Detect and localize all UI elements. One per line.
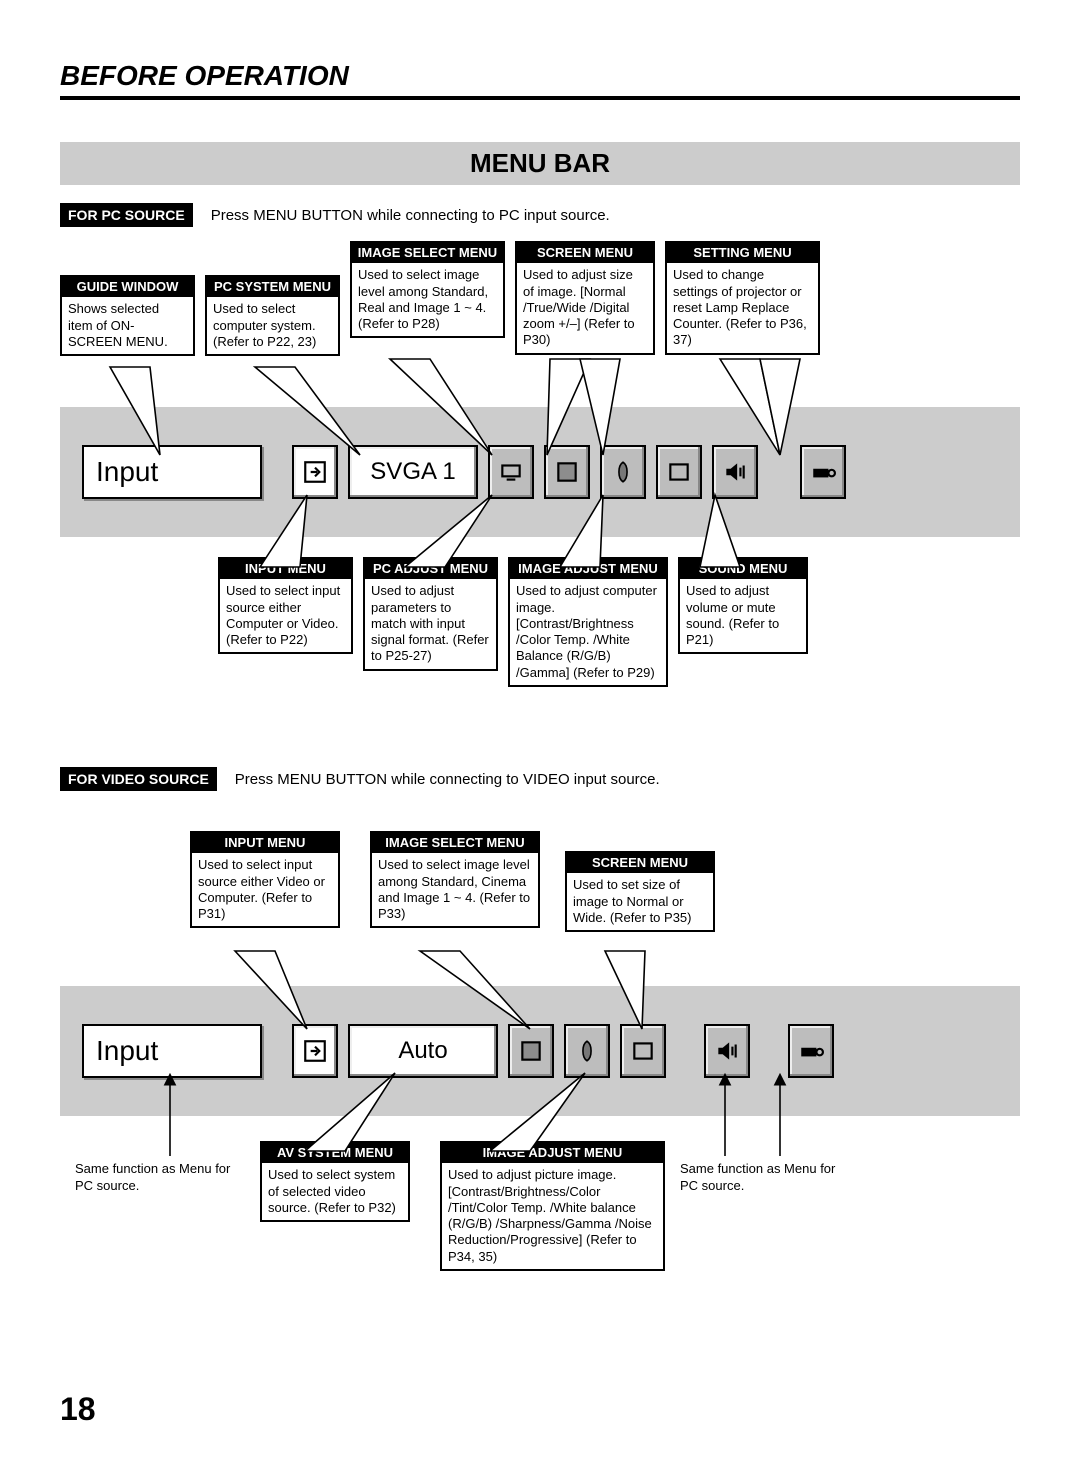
- setting-icon: [800, 445, 846, 499]
- callout-title: IMAGE ADJUST MENU: [442, 1143, 663, 1163]
- pc-source-label: FOR PC SOURCE: [60, 203, 193, 227]
- callout-body: Shows selected item of ON-SCREEN MENU.: [62, 297, 193, 354]
- callout-title: AV SYSTEM MENU: [262, 1143, 408, 1163]
- callout-body: Used to adjust size of image. [Normal /T…: [517, 263, 653, 352]
- video-diagram: INPUT MENU Used to select input source e…: [60, 801, 1020, 1361]
- pc-source-row: FOR PC SOURCE Press MENU BUTTON while co…: [60, 203, 1020, 227]
- section-title: MENU BAR: [60, 142, 1020, 185]
- callout-body: Used to adjust parameters to match with …: [365, 579, 496, 668]
- callout-title: GUIDE WINDOW: [62, 277, 193, 297]
- video-source-label: FOR VIDEO SOURCE: [60, 767, 217, 791]
- callout-screen-menu-video: SCREEN MENU Used to set size of image to…: [565, 851, 715, 932]
- callout-body: Used to adjust picture image. [Contrast/…: [442, 1163, 663, 1269]
- image-select-icon: [544, 445, 590, 499]
- pc-menubar: Input SVGA 1: [60, 407, 1020, 537]
- callout-title: INPUT MENU: [220, 559, 351, 579]
- callout-pc-system-menu: PC SYSTEM MENU Used to select computer s…: [205, 275, 340, 356]
- callout-image-select-menu: IMAGE SELECT MENU Used to select image l…: [350, 241, 505, 338]
- pc-adjust-icon: [488, 445, 534, 499]
- callout-body: Used to select image level among Standar…: [352, 263, 503, 336]
- callout-input-menu: INPUT MENU Used to select input source e…: [218, 557, 353, 654]
- callout-screen-menu: SCREEN MENU Used to adjust size of image…: [515, 241, 655, 355]
- callout-title: SETTING MENU: [667, 243, 818, 263]
- screen-icon: [656, 445, 702, 499]
- callout-body: Used to select system of selected video …: [262, 1163, 408, 1220]
- video-menubar: Input Auto: [60, 986, 1020, 1116]
- callout-body: Used to adjust computer image. [Contrast…: [510, 579, 666, 685]
- callout-sound-menu: SOUND MENU Used to adjust volume or mute…: [678, 557, 808, 654]
- image-adjust-icon: [600, 445, 646, 499]
- menubar-system-text: SVGA 1: [348, 445, 478, 499]
- callout-title: IMAGE ADJUST MENU: [510, 559, 666, 579]
- input-icon: [292, 1024, 338, 1078]
- callout-body: Used to change settings of projector or …: [667, 263, 818, 352]
- note-same-as-pc-right: Same function as Menu for PC source.: [680, 1161, 840, 1195]
- image-adjust-icon: [564, 1024, 610, 1078]
- callout-pc-adjust-menu: PC ADJUST MENU Used to adjust parameters…: [363, 557, 498, 671]
- callout-guide-window: GUIDE WINDOW Shows selected item of ON-S…: [60, 275, 195, 356]
- callout-title: IMAGE SELECT MENU: [352, 243, 503, 263]
- callout-image-select-menu-video: IMAGE SELECT MENU Used to select image l…: [370, 831, 540, 928]
- sound-icon: [704, 1024, 750, 1078]
- callout-body: Used to select input source either Compu…: [220, 579, 351, 652]
- callout-title: SOUND MENU: [680, 559, 806, 579]
- video-source-row: FOR VIDEO SOURCE Press MENU BUTTON while…: [60, 767, 1020, 791]
- page-heading: BEFORE OPERATION: [60, 60, 1020, 100]
- callout-title: PC ADJUST MENU: [365, 559, 496, 579]
- video-source-instruction: Press MENU BUTTON while connecting to VI…: [235, 771, 660, 788]
- callout-image-adjust-menu: IMAGE ADJUST MENU Used to adjust compute…: [508, 557, 668, 687]
- callout-title: SCREEN MENU: [567, 853, 713, 873]
- callout-setting-menu: SETTING MENU Used to change settings of …: [665, 241, 820, 355]
- pc-source-instruction: Press MENU BUTTON while connecting to PC…: [211, 207, 610, 224]
- callout-title: SCREEN MENU: [517, 243, 653, 263]
- setting-icon: [788, 1024, 834, 1078]
- sound-icon: [712, 445, 758, 499]
- menubar-guide-window: Input: [82, 1024, 262, 1078]
- menubar-guide-window: Input: [82, 445, 262, 499]
- callout-title: PC SYSTEM MENU: [207, 277, 338, 297]
- callout-body: Used to set size of image to Normal or W…: [567, 873, 713, 930]
- pc-diagram: GUIDE WINDOW Shows selected item of ON-S…: [60, 237, 1020, 737]
- callout-title: IMAGE SELECT MENU: [372, 833, 538, 853]
- screen-icon: [620, 1024, 666, 1078]
- menubar-system-text: Auto: [348, 1024, 498, 1078]
- callout-input-menu-video: INPUT MENU Used to select input source e…: [190, 831, 340, 928]
- callout-body: Used to select computer system. (Refer t…: [207, 297, 338, 354]
- callout-title: INPUT MENU: [192, 833, 338, 853]
- input-icon: [292, 445, 338, 499]
- note-same-as-pc-left: Same function as Menu for PC source.: [75, 1161, 235, 1195]
- callout-av-system-menu: AV SYSTEM MENU Used to select system of …: [260, 1141, 410, 1222]
- image-select-icon: [508, 1024, 554, 1078]
- callout-body: Used to select input source either Video…: [192, 853, 338, 926]
- callout-image-adjust-menu-video: IMAGE ADJUST MENU Used to adjust picture…: [440, 1141, 665, 1271]
- callout-body: Used to select image level among Standar…: [372, 853, 538, 926]
- callout-body: Used to adjust volume or mute sound. (Re…: [680, 579, 806, 652]
